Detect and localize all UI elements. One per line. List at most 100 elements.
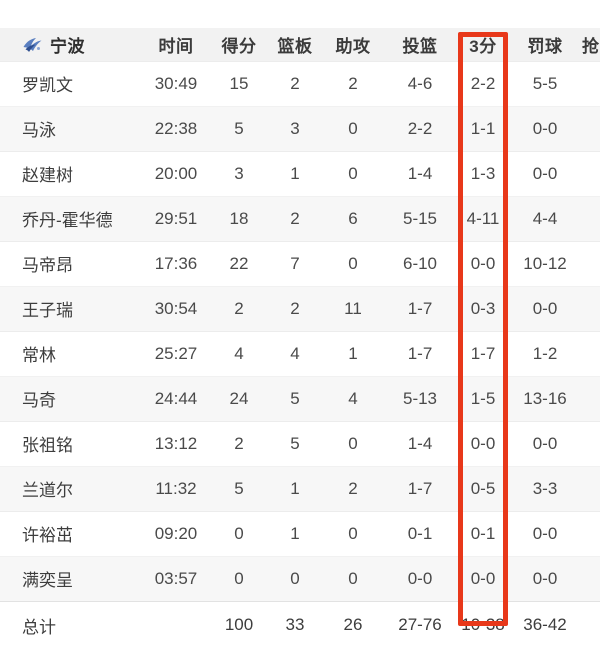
cell-name: 乔丹-霍华德 [0, 195, 140, 241]
table-row[interactable]: 王子瑞 30:54 2 2 11 1-7 0-3 0-0 [0, 285, 600, 331]
cell-reb: 7 [266, 240, 324, 286]
table-row[interactable]: 赵建树 20:00 3 1 0 1-4 1-3 0-0 [0, 150, 600, 196]
cell-fg: 1-4 [382, 150, 458, 196]
cell-ft: 5-5 [508, 60, 582, 106]
column-header-ft[interactable]: 罚球 [527, 36, 563, 56]
totals-cell-name: 总计 [0, 600, 140, 649]
cell-fg: 4-6 [382, 60, 458, 106]
cell-extra [582, 195, 600, 241]
cell-pts: 0 [212, 555, 266, 601]
totals-cell-reb: 33 [266, 600, 324, 649]
table-row[interactable]: 张祖铭 13:12 2 5 0 1-4 0-0 0-0 [0, 420, 600, 466]
totals-cell-extra [582, 600, 600, 649]
cell-tp: 4-11 [458, 195, 508, 241]
cell-name: 马帝昂 [0, 240, 140, 286]
cell-extra [582, 420, 600, 466]
table-row[interactable]: 满奕呈 03:57 0 0 0 0-0 0-0 0-0 [0, 555, 600, 601]
cell-ast: 0 [324, 555, 382, 601]
cell-ast: 0 [324, 105, 382, 151]
cell-pts: 22 [212, 240, 266, 286]
cell-min: 30:49 [140, 60, 212, 106]
totals-cell-min [140, 600, 212, 649]
cell-reb: 5 [266, 420, 324, 466]
cell-pts: 24 [212, 375, 266, 421]
column-header-steals-clipped[interactable]: 抢 [582, 36, 600, 56]
cell-reb: 0 [266, 555, 324, 601]
cell-name: 兰道尔 [0, 465, 140, 511]
cell-ast: 1 [324, 330, 382, 376]
cell-ast: 0 [324, 240, 382, 286]
cell-ft: 13-16 [508, 375, 582, 421]
cell-fg: 0-1 [382, 510, 458, 556]
cell-fg: 6-10 [382, 240, 458, 286]
table-row[interactable]: 马帝昂 17:36 22 7 0 6-10 0-0 10-12 [0, 240, 600, 286]
cell-tp: 0-1 [458, 510, 508, 556]
cell-reb: 1 [266, 510, 324, 556]
cell-extra [582, 465, 600, 511]
totals-row: 总计 100 33 26 27-76 10-38 36-42 [0, 600, 600, 649]
cell-fg: 0-0 [382, 555, 458, 601]
cell-tp: 2-2 [458, 60, 508, 106]
cell-min: 30:54 [140, 285, 212, 331]
totals-cell-fg: 27-76 [382, 600, 458, 649]
table-row[interactable]: 乔丹-霍华德 29:51 18 2 6 5-15 4-11 4-4 [0, 195, 600, 241]
column-header-fg[interactable]: 投篮 [402, 36, 438, 56]
cell-tp: 0-0 [458, 420, 508, 466]
totals-cell-pts: 100 [212, 600, 266, 649]
cell-reb: 1 [266, 465, 324, 511]
cell-min: 09:20 [140, 510, 212, 556]
table-row[interactable]: 罗凯文 30:49 15 2 2 4-6 2-2 5-5 [0, 60, 600, 106]
cell-ast: 0 [324, 510, 382, 556]
cell-min: 25:27 [140, 330, 212, 376]
column-header-three-point[interactable]: 3分 [469, 36, 497, 56]
cell-extra [582, 375, 600, 421]
table-row[interactable]: 常林 25:27 4 4 1 1-7 1-7 1-2 [0, 330, 600, 376]
cell-pts: 2 [212, 420, 266, 466]
cell-extra [582, 60, 600, 106]
table-row[interactable]: 马泳 22:38 5 3 0 2-2 1-1 0-0 [0, 105, 600, 151]
cell-tp: 1-1 [458, 105, 508, 151]
cell-name: 王子瑞 [0, 285, 140, 331]
cell-ft: 0-0 [508, 555, 582, 601]
cell-ft: 0-0 [508, 510, 582, 556]
cell-reb: 2 [266, 60, 324, 106]
cell-pts: 2 [212, 285, 266, 331]
cell-ft: 1-2 [508, 330, 582, 376]
table-row[interactable]: 兰道尔 11:32 5 1 2 1-7 0-5 3-3 [0, 465, 600, 511]
column-header-pts[interactable]: 得分 [221, 36, 257, 56]
cell-min: 13:12 [140, 420, 212, 466]
cell-name: 许裕茁 [0, 510, 140, 556]
cell-reb: 2 [266, 285, 324, 331]
team-header-cell[interactable]: 宁波 [0, 28, 140, 61]
cell-name: 马奇 [0, 375, 140, 421]
cell-ast: 2 [324, 60, 382, 106]
cell-fg: 5-13 [382, 375, 458, 421]
cell-pts: 5 [212, 105, 266, 151]
cell-pts: 18 [212, 195, 266, 241]
header-row: 宁波 时间 得分 篮板 助攻 投篮 3分 罚球 抢 [0, 28, 600, 61]
cell-tp: 1-7 [458, 330, 508, 376]
cell-extra [582, 555, 600, 601]
cell-fg: 1-7 [382, 330, 458, 376]
table-row[interactable]: 马奇 24:44 24 5 4 5-13 1-5 13-16 [0, 375, 600, 421]
cell-extra [582, 330, 600, 376]
cell-pts: 15 [212, 60, 266, 106]
cell-extra [582, 240, 600, 286]
cell-extra [582, 105, 600, 151]
cell-tp: 0-5 [458, 465, 508, 511]
column-header-min[interactable]: 时间 [158, 36, 194, 56]
cell-ast: 6 [324, 195, 382, 241]
cell-name: 张祖铭 [0, 420, 140, 466]
boxscore-table: 宁波 时间 得分 篮板 助攻 投篮 3分 罚球 抢 罗凯文 30:49 15 2 2 4-… [0, 28, 600, 649]
cell-ast: 11 [324, 285, 382, 331]
cell-ft: 10-12 [508, 240, 582, 286]
cell-reb: 5 [266, 375, 324, 421]
column-header-reb[interactable]: 篮板 [277, 36, 313, 56]
cell-min: 22:38 [140, 105, 212, 151]
cell-extra [582, 285, 600, 331]
column-header-ast[interactable]: 助攻 [335, 36, 371, 56]
cell-reb: 2 [266, 195, 324, 241]
table-row[interactable]: 许裕茁 09:20 0 1 0 0-1 0-1 0-0 [0, 510, 600, 556]
cell-pts: 0 [212, 510, 266, 556]
cell-extra [582, 150, 600, 196]
